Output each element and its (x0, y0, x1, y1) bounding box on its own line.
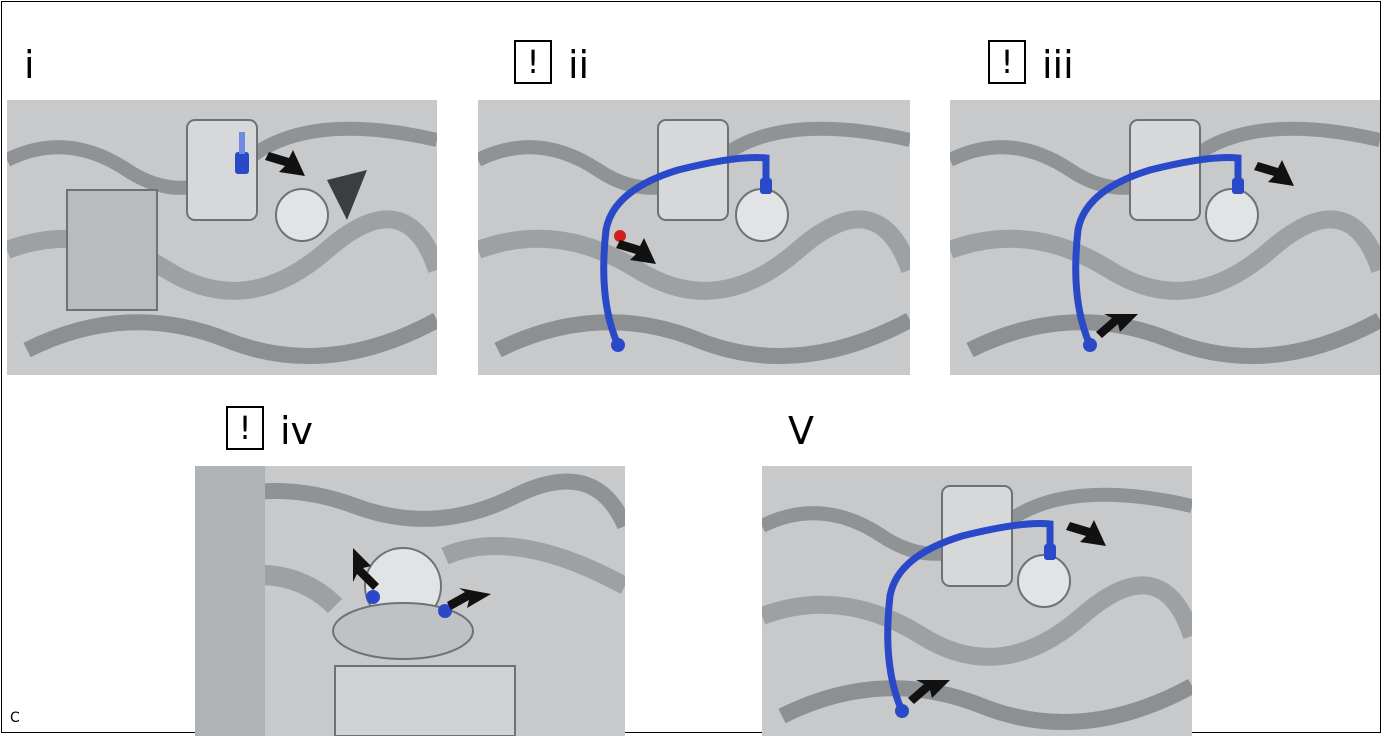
pointer-arrow-icon (1066, 520, 1106, 546)
panel-label-ii: ii (568, 43, 590, 87)
engine-photo-iii (950, 100, 1380, 375)
pointer-arrow-icon (616, 238, 656, 264)
engine-photo-v (762, 466, 1192, 736)
pointer-arrow-icon (353, 548, 379, 590)
engine-photo-ii (478, 100, 910, 375)
caution-icon: ! (988, 40, 1026, 84)
pointer-arrow-icon (447, 588, 491, 610)
panel-label-iv: iv (280, 409, 314, 453)
panel-label-v: V (788, 409, 814, 453)
engine-photo-i (7, 100, 437, 375)
illustration-code: C (10, 710, 20, 726)
engine-photo-iv (195, 466, 625, 736)
panel-label-iii: iii (1042, 43, 1074, 87)
panel-label-i: i (24, 43, 35, 87)
pointer-arrow-icon (908, 680, 950, 704)
pointer-arrow-icon (265, 150, 305, 176)
pointer-arrow-icon (1254, 160, 1294, 186)
caution-icon: ! (514, 40, 552, 84)
pointer-arrow-icon (1096, 314, 1138, 338)
caution-icon: ! (226, 406, 264, 450)
